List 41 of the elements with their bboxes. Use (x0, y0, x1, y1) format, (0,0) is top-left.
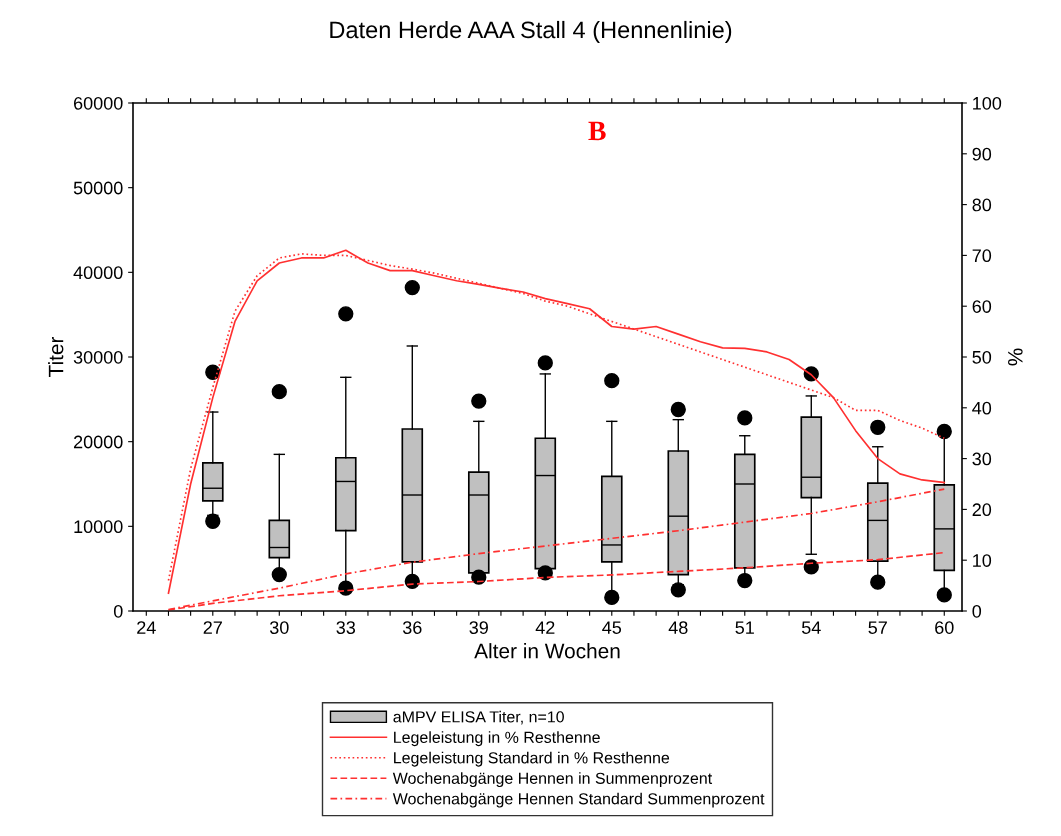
y2-tick-label: 100 (973, 96, 1002, 110)
y2-tick-label: 50 (972, 350, 992, 364)
legend-label: Legeleistung Standard in % Resthenne (394, 751, 670, 767)
y2-tick-label: 90 (972, 147, 992, 161)
y2-tick-label: 10 (973, 554, 992, 567)
y2-tick-label: 80 (972, 198, 992, 212)
y-tick-label: 40000 (73, 266, 123, 280)
legend-label: Wochenabgänge Hennen in Summenprozent (392, 772, 713, 788)
y2-tick-label: 20 (972, 503, 992, 517)
x-tick-label: 45 (602, 621, 622, 634)
y2-axis-title: % (1008, 348, 1023, 366)
legend-label: aMPV ELISA Titer, n=10 (393, 710, 564, 725)
legend-label: Wochenabgänge Hennen Standard Summenprozent (392, 792, 765, 808)
x-axis-title: Alter in Wochen (474, 643, 620, 659)
x-tick-label: 57 (868, 621, 887, 634)
y2-tick-label: 40 (972, 401, 992, 415)
y-tick-label: 50000 (73, 181, 123, 195)
x-tick-label: 60 (935, 621, 954, 634)
annotation: B (588, 121, 606, 141)
y-axis-title: Titer (48, 336, 64, 377)
y-tick-label: 30000 (73, 350, 123, 364)
y-tick-label: 10000 (74, 520, 123, 534)
x-tick-label: 42 (535, 621, 555, 634)
x-tick-label: 39 (469, 621, 488, 634)
y-tick-label: 60000 (73, 96, 123, 110)
x-tick-label: 48 (668, 621, 688, 634)
y2-tick-label: 70 (972, 249, 992, 263)
x-tick-label: 30 (269, 621, 289, 634)
y-tick-label: 20000 (73, 435, 123, 449)
chart-title: Daten Herde AAA Stall 4 (Hennenlinie) (330, 20, 732, 43)
x-tick-label: 33 (336, 621, 356, 634)
x-tick-label: 36 (402, 621, 422, 634)
x-tick-label: 27 (203, 621, 222, 634)
y2-tick-label: 0 (972, 604, 982, 618)
y2-tick-label: 30 (972, 452, 992, 466)
x-tick-label: 24 (137, 621, 156, 634)
x-tick-label: 51 (735, 621, 754, 634)
y-tick-label: 0 (113, 604, 123, 618)
y2-tick-label: 60 (972, 300, 992, 313)
x-tick-label: 54 (801, 621, 821, 634)
legend-label: Legeleistung in % Resthenne (394, 731, 600, 747)
